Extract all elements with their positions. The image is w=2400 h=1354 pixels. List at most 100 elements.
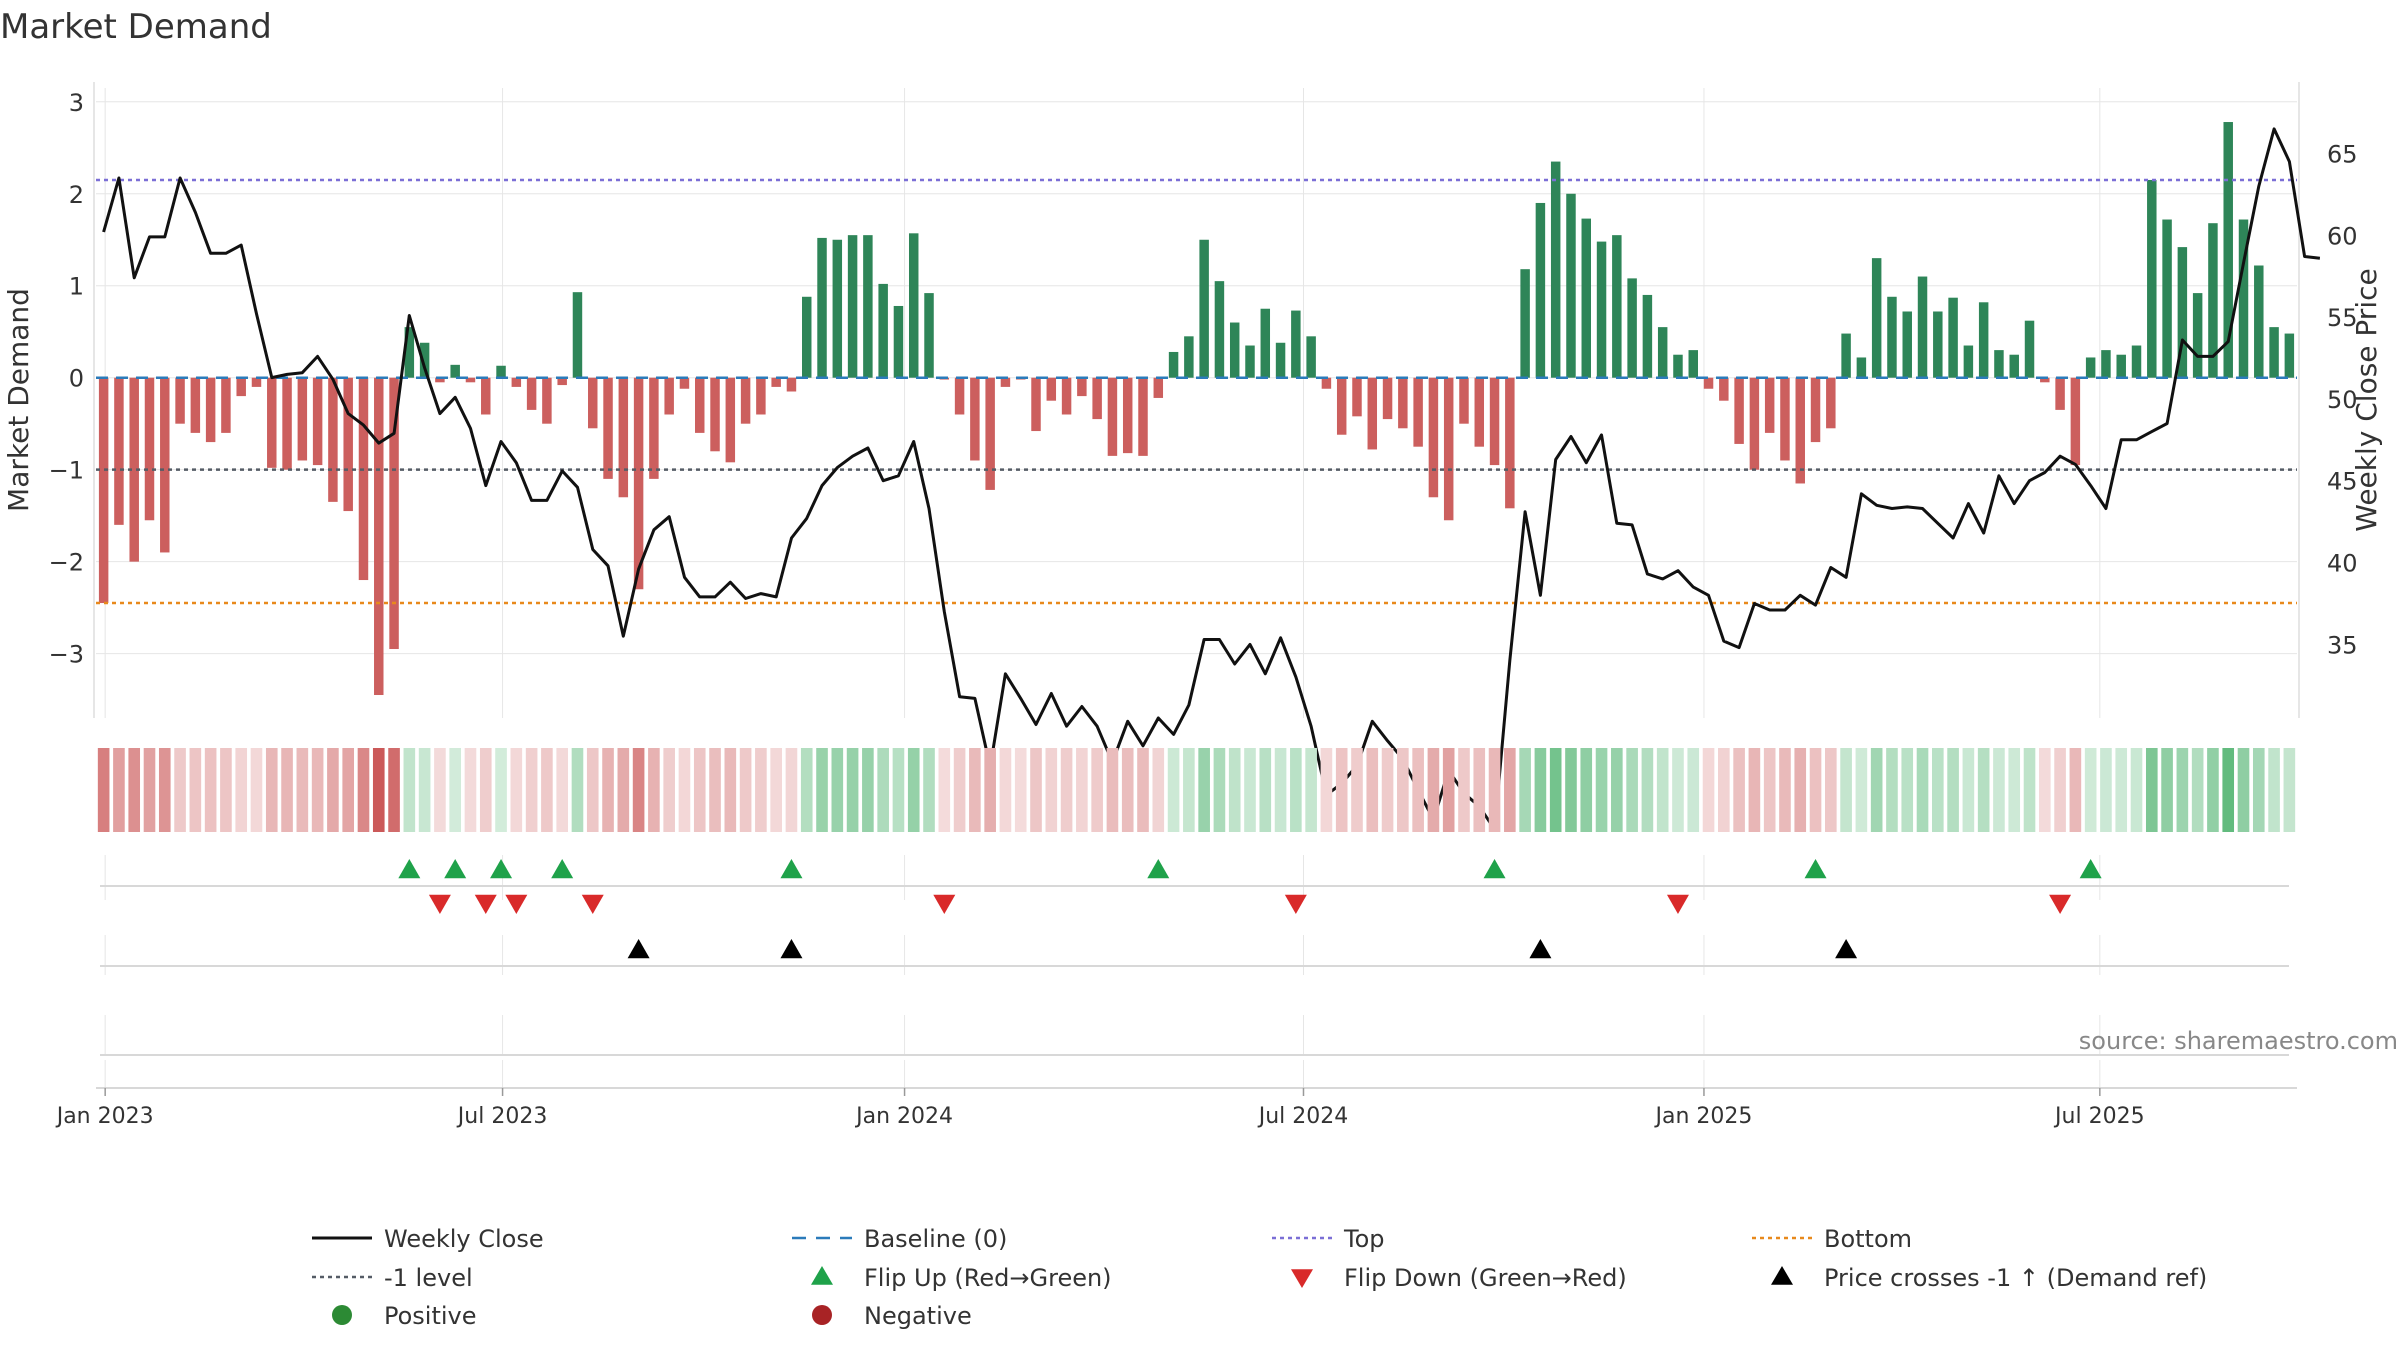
heat-cell xyxy=(953,748,966,832)
heat-cell xyxy=(1412,748,1424,832)
demand-bar xyxy=(954,377,965,415)
heat-cell xyxy=(2145,748,2158,832)
heat-cell xyxy=(220,748,232,832)
demand-bar xyxy=(1550,161,1561,378)
demand-bar xyxy=(1902,311,1912,378)
demand-bar xyxy=(2055,377,2065,410)
heat-cell xyxy=(495,748,507,832)
demand-bar xyxy=(496,365,506,378)
heat-cell xyxy=(235,748,248,832)
legend-label: Bottom xyxy=(1824,1225,1912,1253)
heat-cell xyxy=(143,748,156,832)
demand-bar xyxy=(144,377,155,521)
demand-bar xyxy=(1122,377,1133,454)
demand-bar xyxy=(1917,276,1928,378)
heat-cell xyxy=(709,748,721,832)
heat-cell xyxy=(2237,748,2250,832)
demand-bar xyxy=(1275,342,1286,378)
heat-cell xyxy=(1167,748,1180,832)
heat-cell xyxy=(1320,748,1333,832)
grid-lines xyxy=(93,82,2300,1090)
heat-cell xyxy=(541,748,553,832)
demand-bar xyxy=(1291,310,1301,378)
demand-bar xyxy=(1107,377,1118,456)
demand-bar xyxy=(679,377,690,389)
heat-cell xyxy=(2252,748,2265,832)
demand-bar xyxy=(1764,377,1775,433)
demand-bar xyxy=(908,233,919,378)
demand-bar xyxy=(802,296,812,378)
flip-up-marker xyxy=(398,859,421,879)
price-cross-marker xyxy=(1529,939,1552,959)
flip-up-marker xyxy=(444,859,467,879)
heat-cell xyxy=(1121,748,1134,832)
heat-cell xyxy=(1840,748,1852,832)
demand-bar xyxy=(1688,350,1698,378)
y-tick-label-right: 50 xyxy=(2327,386,2358,414)
x-tick-label: Jan 2023 xyxy=(55,1104,154,1129)
demand-bar xyxy=(98,377,109,604)
y-axis-label-right: Weekly Close Price xyxy=(2350,268,2383,531)
heat-cell xyxy=(372,748,385,832)
heat-cell xyxy=(113,748,125,832)
heat-cell xyxy=(831,748,844,832)
heat-cell xyxy=(1672,748,1684,832)
legend-symbol-negative xyxy=(812,1305,832,1325)
flip-up-marker xyxy=(1483,859,1506,879)
heat-cell xyxy=(1993,748,2005,832)
event-markers xyxy=(96,859,2297,1089)
heat-cell xyxy=(1656,748,1669,832)
demand-bar xyxy=(1229,322,1240,378)
heat-cell xyxy=(128,748,141,832)
demand-bar xyxy=(664,377,674,415)
legend-item-close: Weekly Close xyxy=(312,1225,544,1253)
demand-bar xyxy=(1535,202,1546,378)
demand-bar xyxy=(1428,377,1439,498)
demand-bar xyxy=(1978,302,1989,378)
flip-up-marker xyxy=(2079,859,2102,879)
heat-cell xyxy=(693,748,706,832)
demand-bar xyxy=(1505,377,1515,509)
demand-bar xyxy=(312,377,323,466)
demand-bar xyxy=(511,377,522,387)
demand-bar xyxy=(328,377,338,502)
heat-cell xyxy=(342,748,355,832)
source-note: source: sharemaestro.com xyxy=(2079,1027,2398,1055)
demand-bars xyxy=(98,122,2295,696)
demand-bar xyxy=(2040,377,2050,383)
heat-cell xyxy=(1733,748,1745,832)
heat-cell xyxy=(678,748,691,832)
demand-bar xyxy=(863,235,873,378)
demand-bar xyxy=(603,377,613,479)
demand-bar xyxy=(1489,377,1500,466)
heat-cell xyxy=(1305,748,1317,832)
heat-cell xyxy=(1794,748,1807,832)
chart-title: Market Demand xyxy=(0,7,272,47)
legend-item-negative: Negative xyxy=(812,1302,972,1330)
heat-cell xyxy=(1228,748,1241,832)
x-tick-label: Jul 2024 xyxy=(1257,1104,1349,1129)
demand-bar xyxy=(1413,377,1423,447)
demand-bar xyxy=(1153,377,1164,398)
legend: Weekly Close Baseline (0) Top Bottom -1 leve… xyxy=(312,1225,2207,1330)
demand-bar xyxy=(1581,218,1591,378)
flip-up-marker xyxy=(551,859,574,879)
demand-bar xyxy=(1046,377,1057,401)
heat-cell xyxy=(97,748,110,832)
demand-bar xyxy=(236,377,246,397)
heat-cell xyxy=(2084,748,2097,832)
demand-bar xyxy=(435,377,445,383)
heat-cell xyxy=(617,748,630,832)
heat-cell xyxy=(938,748,951,832)
heat-cell xyxy=(1030,748,1042,832)
legend-triangle-flipup xyxy=(811,1266,833,1285)
demand-bar xyxy=(1657,327,1668,378)
heat-cell xyxy=(1274,748,1287,832)
heat-cell xyxy=(1718,748,1730,832)
heat-cell xyxy=(969,748,981,832)
heat-cell xyxy=(2222,748,2235,832)
demand-bar xyxy=(1596,241,1607,378)
heat-cell xyxy=(388,748,400,832)
demand-bar xyxy=(282,377,292,470)
heat-cell xyxy=(2268,748,2280,832)
